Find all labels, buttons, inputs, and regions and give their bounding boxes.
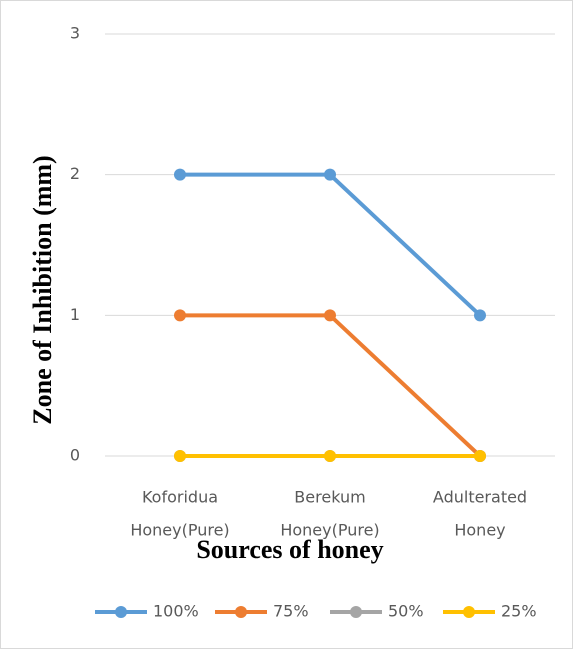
data-point <box>474 450 486 462</box>
legend-marker <box>463 606 475 618</box>
data-point <box>474 309 486 322</box>
y-axis-title: Zone of Inhibition (mm) <box>28 155 57 424</box>
x-tick-label: Honey(Pure) <box>130 521 229 540</box>
x-tick-label: Berekum <box>294 488 365 507</box>
data-point <box>324 309 336 322</box>
x-tick-label: Honey(Pure) <box>280 521 379 540</box>
legend-label: 25% <box>501 602 537 621</box>
x-tick-label: Adulterated <box>433 488 527 507</box>
legend-marker <box>115 606 127 618</box>
data-point <box>174 309 186 322</box>
x-axis-title: Sources of honey <box>196 535 383 564</box>
legend-label: 100% <box>153 602 199 621</box>
y-tick-label: 0 <box>70 446 80 465</box>
data-point <box>324 450 336 462</box>
legend-label: 50% <box>388 602 424 621</box>
y-tick-label: 1 <box>70 305 80 324</box>
y-tick-label: 3 <box>70 24 80 43</box>
x-tick-label: Honey <box>454 521 505 540</box>
y-tick-label: 2 <box>70 164 80 183</box>
data-point <box>174 450 186 462</box>
legend-marker <box>350 606 362 618</box>
legend-marker <box>235 606 247 618</box>
x-tick-label: Koforidua <box>142 488 218 507</box>
data-point <box>324 168 336 181</box>
legend-label: 75% <box>273 602 309 621</box>
data-point <box>174 168 186 181</box>
